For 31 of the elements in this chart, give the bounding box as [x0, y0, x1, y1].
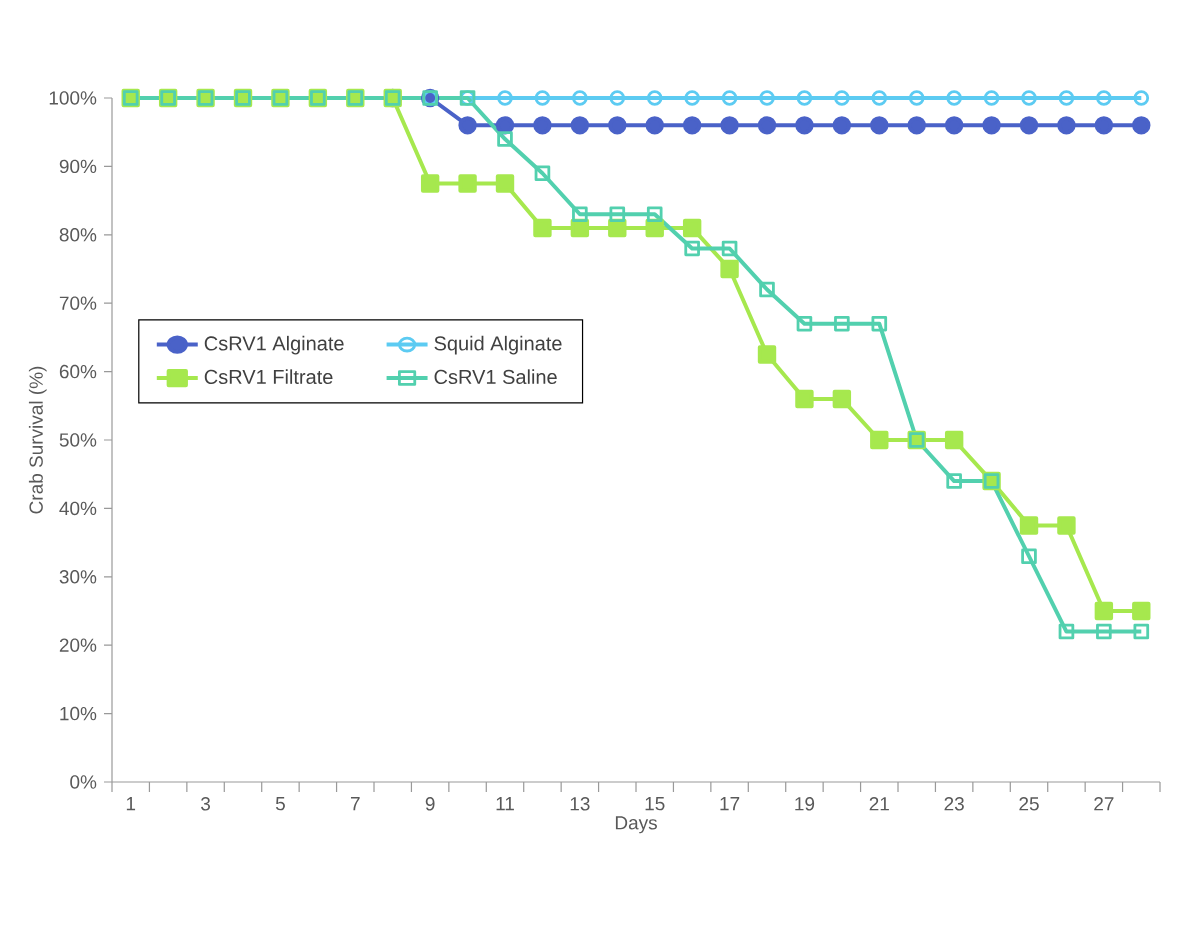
x-tick-label: 25	[1019, 797, 1039, 811]
x-tick-label: 3	[201, 797, 211, 811]
x-tick-label: 27	[1094, 797, 1114, 811]
y-tick-label: 20%	[59, 638, 97, 652]
y-axis-title: Crab Survival (%)	[28, 366, 47, 514]
x-tick-label: 13	[570, 797, 590, 811]
x-tick-label: 19	[795, 797, 815, 811]
x-axis-title: Days	[615, 816, 657, 834]
legend-label: CsRV1 Alginate	[204, 335, 344, 355]
y-tick-label: 0%	[70, 775, 97, 789]
x-tick-label: 7	[350, 797, 360, 811]
x-tick-label: 21	[869, 797, 889, 811]
legend-label: Squid Alginate	[434, 335, 562, 355]
y-tick-label: 80%	[59, 228, 97, 242]
legend-label: CsRV1 Filtrate	[204, 369, 333, 385]
y-tick-label: 30%	[59, 570, 97, 584]
x-tick-label: 1	[126, 797, 136, 811]
y-tick-label: 70%	[59, 296, 97, 310]
legend-label: CsRV1 Saline	[434, 369, 557, 385]
y-tick-label: 90%	[59, 159, 97, 174]
x-tick-label: 5	[275, 797, 285, 811]
x-tick-label: 9	[425, 797, 435, 811]
y-tick-label: 100%	[49, 91, 97, 105]
x-tick-label: 17	[720, 797, 740, 811]
x-tick-label: 15	[645, 797, 665, 811]
y-tick-label: 50%	[59, 433, 97, 447]
y-tick-label: 60%	[59, 364, 97, 379]
y-tick-label: 10%	[60, 706, 97, 721]
x-tick-label: 23	[944, 797, 964, 811]
y-tick-label: 40%	[59, 501, 97, 516]
x-tick-label: 11	[496, 797, 514, 811]
